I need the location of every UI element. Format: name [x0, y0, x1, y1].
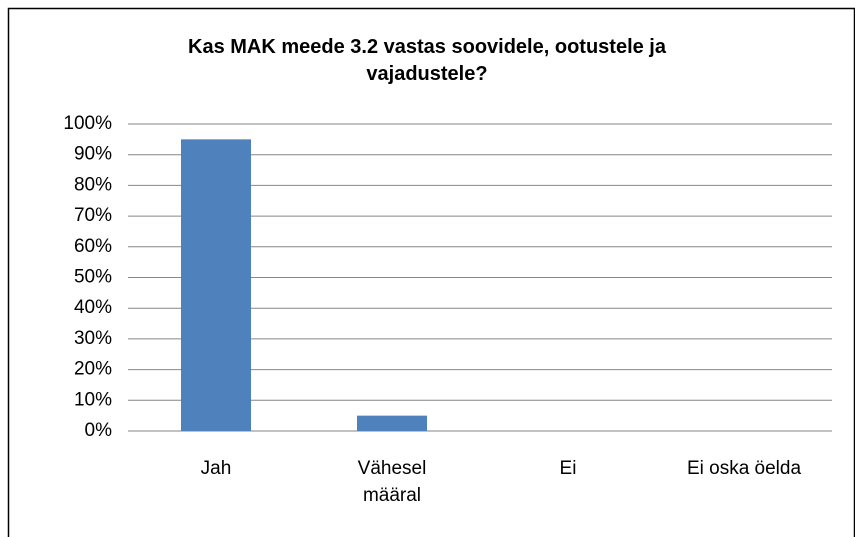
y-tick-label: 50% [74, 267, 112, 288]
bar [357, 415, 427, 431]
y-tick-label: 70% [74, 205, 112, 226]
bar [181, 139, 251, 431]
x-tick-label: Vähesel määral [357, 458, 427, 506]
y-tick-label: 90% [74, 144, 112, 165]
y-tick-label: 20% [74, 359, 112, 380]
x-tick-label: Jah [200, 458, 232, 479]
x-tick-label: Ei oska öelda [686, 458, 802, 479]
chart-title: Kas MAK meede 3.2 vastas soovidele, ootu… [188, 36, 666, 85]
y-tick-label: 80% [74, 174, 112, 195]
x-tick-label: Ei [559, 458, 577, 479]
y-tick-label: 60% [74, 236, 112, 257]
y-tick-label: 30% [74, 328, 112, 349]
y-tick-label: 0% [85, 420, 113, 441]
y-tick-label: 10% [74, 389, 112, 410]
y-tick-label: 100% [63, 113, 112, 134]
y-tick-label: 40% [74, 297, 112, 318]
